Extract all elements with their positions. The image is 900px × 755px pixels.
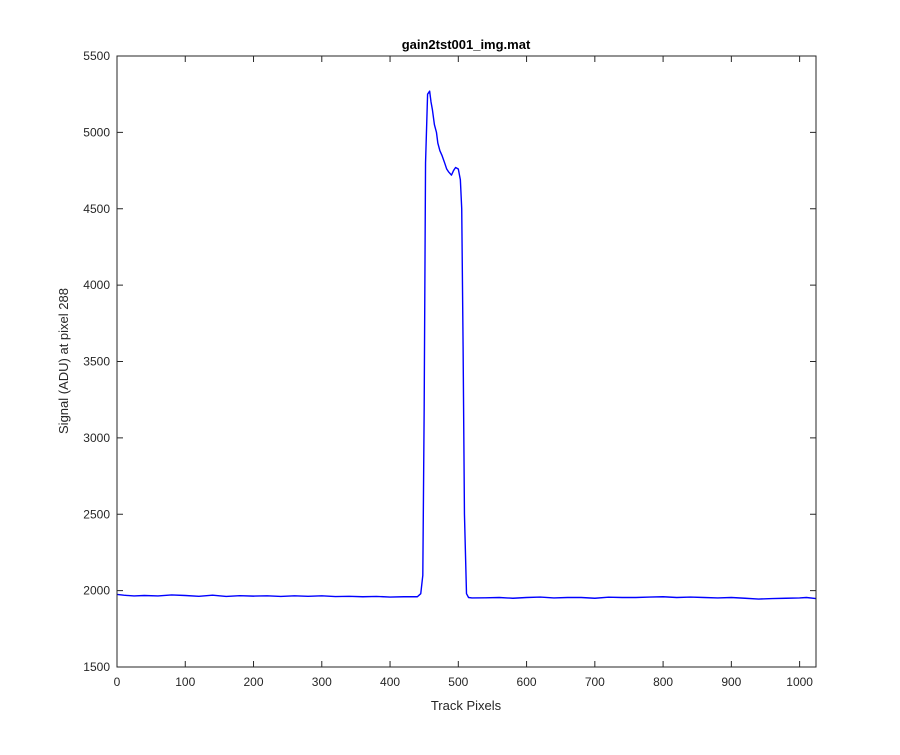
- x-axis-label: Track Pixels: [431, 698, 502, 713]
- y-axis-label: Signal (ADU) at pixel 288: [56, 288, 71, 434]
- x-tick-label: 200: [244, 675, 264, 689]
- x-tick-label: 600: [517, 675, 537, 689]
- x-tick-label: 300: [312, 675, 332, 689]
- plot-area: [117, 56, 816, 667]
- y-tick-label: 3000: [83, 431, 110, 445]
- y-tick-label: 5500: [83, 49, 110, 63]
- x-tick-label: 0: [114, 675, 121, 689]
- y-tick-label: 4000: [83, 278, 110, 292]
- y-tick-label: 4500: [83, 202, 110, 216]
- x-tick-label: 500: [448, 675, 468, 689]
- chart-title: gain2tst001_img.mat: [402, 37, 531, 52]
- y-tick-label: 5000: [83, 125, 110, 139]
- y-tick-label: 2000: [83, 584, 110, 598]
- x-tick-label: 900: [721, 675, 741, 689]
- y-tick-label: 1500: [83, 660, 110, 674]
- x-tick-label: 100: [175, 675, 195, 689]
- x-tick-label: 1000: [786, 675, 813, 689]
- x-tick-label: 800: [653, 675, 673, 689]
- series-line-0: [116, 90, 817, 600]
- y-tick-label: 2500: [83, 507, 110, 521]
- x-tick-label: 400: [380, 675, 400, 689]
- y-tick-label: 3500: [83, 355, 110, 369]
- x-tick-label: 700: [585, 675, 605, 689]
